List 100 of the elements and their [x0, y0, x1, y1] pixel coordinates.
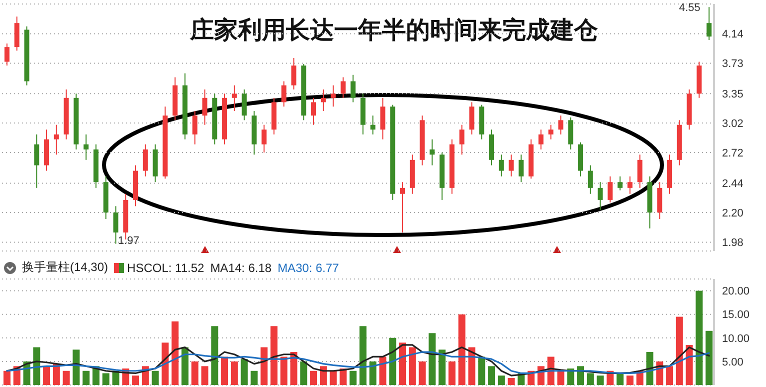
bar — [82, 370, 90, 385]
candlestick — [498, 154, 504, 177]
bar — [577, 366, 584, 385]
candlestick — [706, 6, 712, 40]
y-tick-label: 15.00 — [722, 309, 750, 322]
bar — [3, 370, 10, 385]
bar — [62, 370, 70, 385]
text: MA30: 6.77 — [278, 260, 339, 274]
legend-label: HSCOL: 11.52 — [127, 260, 204, 274]
line-series — [6, 344, 710, 376]
bar — [211, 326, 218, 385]
candlestick — [588, 164, 593, 194]
candlestick — [84, 134, 89, 160]
bar — [152, 370, 159, 385]
candlestick — [380, 97, 386, 140]
bar — [586, 373, 594, 385]
bar — [408, 347, 416, 385]
candlestick — [291, 58, 296, 90]
bar — [428, 333, 436, 385]
candlestick — [548, 124, 554, 140]
bar — [270, 326, 278, 385]
bar — [666, 366, 674, 385]
candlestick — [618, 176, 623, 191]
bar — [399, 342, 406, 385]
chart-title: 换手量柱(14,30) — [22, 259, 108, 276]
candlestick — [558, 115, 564, 135]
bar — [132, 376, 140, 385]
candlestick — [340, 76, 346, 98]
bar — [340, 368, 347, 385]
bar — [250, 370, 258, 385]
line-series — [6, 351, 710, 374]
candlestick — [330, 84, 336, 108]
bar — [191, 361, 198, 385]
y-tick-label: 1.98 — [722, 237, 744, 250]
bar — [557, 370, 564, 385]
candlestick — [192, 110, 198, 145]
y-tick-label: 2.20 — [722, 207, 744, 220]
bar — [221, 356, 228, 385]
candlestick — [400, 182, 406, 233]
bar — [468, 347, 476, 385]
bar — [33, 347, 40, 385]
bar — [369, 361, 376, 385]
bar — [706, 330, 713, 385]
bar — [686, 344, 693, 385]
candlestick — [518, 154, 524, 183]
bar — [418, 361, 426, 385]
y-tick-label: 3.02 — [722, 118, 744, 130]
bar — [508, 378, 515, 385]
bar — [359, 326, 366, 385]
candlestick — [637, 154, 642, 188]
bar — [448, 361, 456, 385]
bar — [72, 350, 80, 385]
bar — [240, 359, 248, 385]
bar — [280, 356, 288, 385]
candlestick — [608, 176, 613, 203]
bar — [567, 368, 574, 385]
candlestick — [508, 154, 514, 177]
y-tick-label: 2.72 — [722, 147, 744, 160]
annotation: 4.55 — [679, 2, 700, 14]
candlestick — [4, 43, 10, 66]
candlestick — [14, 16, 20, 52]
bar — [498, 376, 505, 385]
bar — [330, 370, 337, 385]
bar — [310, 370, 318, 385]
bar — [379, 356, 386, 385]
candlestick — [232, 84, 237, 112]
bar — [488, 366, 496, 385]
candlestick — [262, 124, 267, 154]
candlestick — [350, 74, 356, 103]
bar — [478, 356, 486, 385]
bar — [172, 321, 179, 385]
candlestick — [54, 124, 59, 156]
bar — [320, 366, 327, 385]
bar — [230, 361, 238, 385]
candlestick — [34, 134, 40, 188]
bar — [162, 342, 169, 385]
bar — [696, 290, 703, 385]
bar — [181, 347, 188, 385]
bar — [389, 338, 396, 385]
candlestick — [142, 144, 148, 177]
candlestick — [627, 176, 632, 194]
candlestick — [598, 182, 603, 210]
candlestick — [430, 138, 435, 166]
candlestick — [242, 88, 247, 121]
bar — [626, 376, 634, 385]
bar — [458, 314, 466, 385]
y-tick-label: 3.73 — [722, 58, 744, 70]
bar — [300, 361, 308, 385]
bar — [102, 373, 110, 385]
candlestick — [202, 88, 208, 126]
candlestick — [320, 88, 326, 112]
y-tick-label: 10.00 — [722, 332, 750, 345]
text: MA14: 6.18 — [210, 260, 272, 274]
candlestick — [113, 206, 118, 244]
candlestick — [469, 102, 474, 135]
candlestick — [311, 97, 316, 126]
bar — [350, 370, 357, 385]
y-tick-label: 2.44 — [722, 178, 744, 190]
y-tick-label: 3.35 — [722, 88, 744, 101]
bar — [596, 376, 604, 385]
